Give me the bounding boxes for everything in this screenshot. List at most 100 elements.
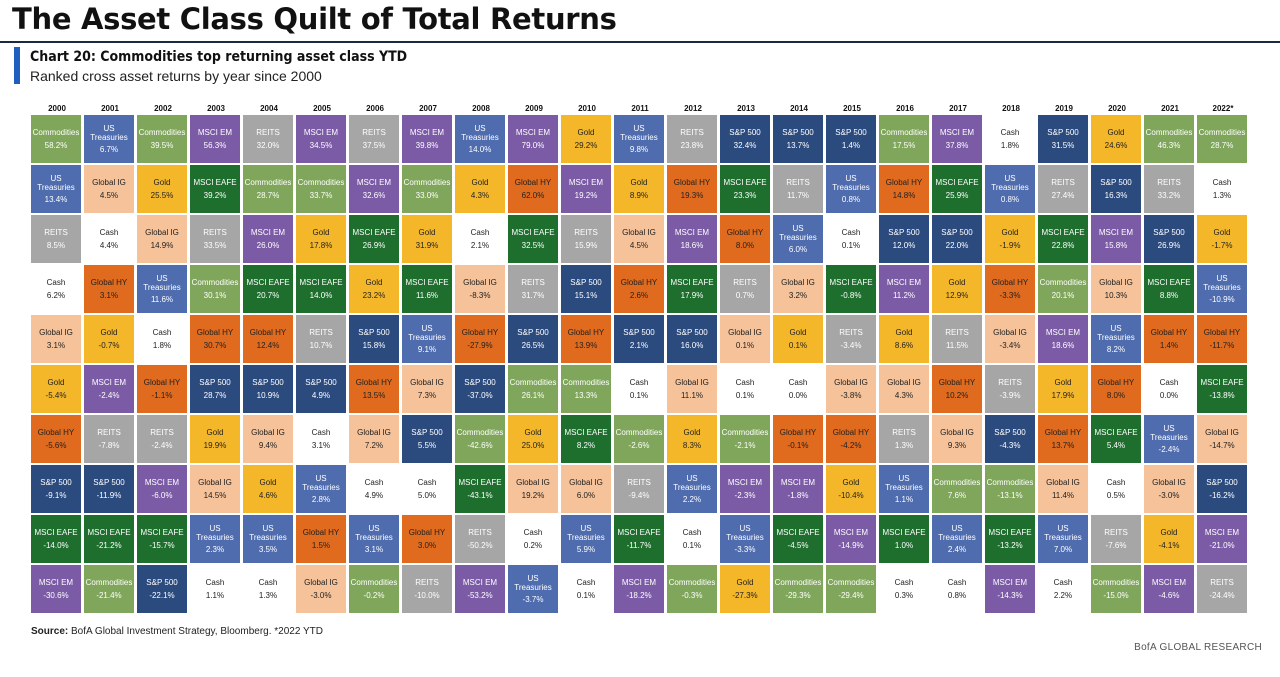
asset-label: REITS (97, 428, 121, 438)
quilt-cell: Global HY 14.8% (879, 165, 929, 213)
asset-label: Cash (1212, 178, 1232, 188)
return-value: 23.8% (680, 140, 704, 150)
asset-label: MSCI EM (886, 278, 922, 288)
return-value: -9.1% (45, 490, 67, 500)
asset-label: REITS (786, 178, 810, 188)
quilt-cell: Cash 0.1% (826, 215, 876, 263)
asset-label: Gold (736, 578, 754, 588)
quilt-cell: US Treasuries 6.7% (84, 115, 134, 163)
asset-label: Cash (364, 478, 384, 488)
quilt-cell: MSCI EAFE -4.5% (773, 515, 823, 563)
return-value: 8.0% (735, 240, 755, 250)
quilt-cell: Global HY 19.3% (667, 165, 717, 213)
asset-label: Cash (99, 228, 119, 238)
return-value: 39.2% (203, 190, 227, 200)
quilt-cell: Commodities 20.1% (1038, 265, 1088, 313)
return-value: 5.9% (576, 545, 596, 555)
quilt-cell: Gold 8.6% (879, 315, 929, 363)
quilt-cell: MSCI EM -14.3% (985, 565, 1035, 613)
return-value: 18.6% (680, 240, 704, 250)
asset-label: S&P 500 (464, 378, 496, 388)
return-value: 0.0% (788, 390, 808, 400)
quilt-cell: Global IG 3.1% (31, 315, 81, 363)
quilt-cell: REITS 1.3% (879, 415, 929, 463)
asset-label: Global HY (938, 378, 976, 388)
quilt-cell: Global HY 8.0% (1091, 365, 1141, 413)
asset-label: Cash (894, 578, 914, 588)
return-value: -21.0% (1209, 540, 1235, 550)
return-value: 34.5% (309, 140, 333, 150)
asset-label: US (739, 523, 751, 533)
asset-label: Gold (630, 178, 648, 188)
quilt-cell: Global IG 4.5% (84, 165, 134, 213)
asset-label: Global HY (196, 328, 234, 338)
asset-label: Commodities (138, 128, 186, 138)
return-value: 8.9% (629, 190, 649, 200)
return-value: -3.0% (310, 590, 332, 600)
return-value: 1.3% (894, 440, 914, 450)
quilt-cell: Gold -1.7% (1197, 215, 1247, 263)
quilt-cell: MSCI EM -21.0% (1197, 515, 1247, 563)
asset-label: Global IG (622, 228, 656, 238)
quilt-cell: Cash 0.1% (720, 365, 770, 413)
asset-label: Gold (789, 328, 807, 338)
asset-label: Commodities (1039, 278, 1087, 288)
return-value: 8.6% (894, 340, 914, 350)
quilt-cell: S&P 500 4.9% (296, 365, 346, 413)
return-value: 37.5% (362, 140, 386, 150)
asset-label: Gold (895, 328, 913, 338)
quilt-cell: MSCI EAFE 39.2% (190, 165, 240, 213)
quilt-cell: S&P 500 13.7% (773, 115, 823, 163)
return-value: 10.7% (309, 340, 333, 350)
return-value: 28.7% (256, 190, 280, 200)
asset-label: Cash (947, 578, 967, 588)
asset-label: US (474, 123, 486, 133)
asset-label: MSCI EM (462, 578, 498, 588)
quilt-cell: S&P 500 15.1% (561, 265, 611, 313)
asset-label: US (1110, 323, 1122, 333)
asset-label: MSCI EAFE (511, 228, 555, 238)
asset-label: REITS (1210, 578, 1234, 588)
asset-label: Global HY (143, 378, 181, 388)
return-value: 3.1% (46, 340, 66, 350)
asset-label: Gold (1054, 378, 1072, 388)
asset-label: REITS (892, 428, 916, 438)
asset-label: REITS (150, 428, 174, 438)
quilt-cell: S&P 500 -9.1% (31, 465, 81, 513)
quilt-cell: Global IG 4.5% (614, 215, 664, 263)
return-value: -4.2% (840, 440, 862, 450)
return-value: 3.5% (258, 545, 278, 555)
quilt-cell: Cash 0.0% (773, 365, 823, 413)
asset-label: Cash (1000, 128, 1020, 138)
return-value: 29.2% (574, 140, 598, 150)
quilt-cell: US Treasuries 1.1% (879, 465, 929, 513)
asset-label: Gold (259, 478, 277, 488)
quilt-cell: Global HY 3.1% (84, 265, 134, 313)
return-value: 32.0% (256, 140, 280, 150)
asset-label: US (686, 473, 698, 483)
asset-label: Commodities (456, 428, 504, 438)
asset-label: Commodities (32, 128, 80, 138)
asset-label: Commodities (1092, 578, 1140, 588)
asset-label: S&P 500 (1153, 228, 1185, 238)
return-value: 0.3% (894, 590, 914, 600)
return-value: -14.9% (838, 540, 864, 550)
quilt-cell: MSCI EAFE -21.2% (84, 515, 134, 563)
asset-label: MSCI EAFE (617, 528, 661, 538)
quilt-cell: US Treasuries 0.8% (826, 165, 876, 213)
return-value: -1.1% (151, 390, 173, 400)
year-label: 2021 (1161, 104, 1179, 113)
return-value: -0.1% (787, 440, 809, 450)
return-value: 16.0% (680, 340, 704, 350)
return-value: 31.7% (521, 290, 545, 300)
asset-label: S&P 500 (835, 128, 867, 138)
quilt-cell: MSCI EAFE 26.9% (349, 215, 399, 263)
asset-label: Global IG (251, 428, 285, 438)
asset-label: Treasuries (620, 132, 658, 142)
asset-label: MSCI EAFE (34, 528, 78, 538)
asset-label: Global HY (726, 228, 764, 238)
return-value: -3.0% (1158, 490, 1180, 500)
quilt-cell: US Treasuries 2.8% (296, 465, 346, 513)
asset-label: US (421, 323, 433, 333)
return-value: 6.0% (576, 490, 596, 500)
